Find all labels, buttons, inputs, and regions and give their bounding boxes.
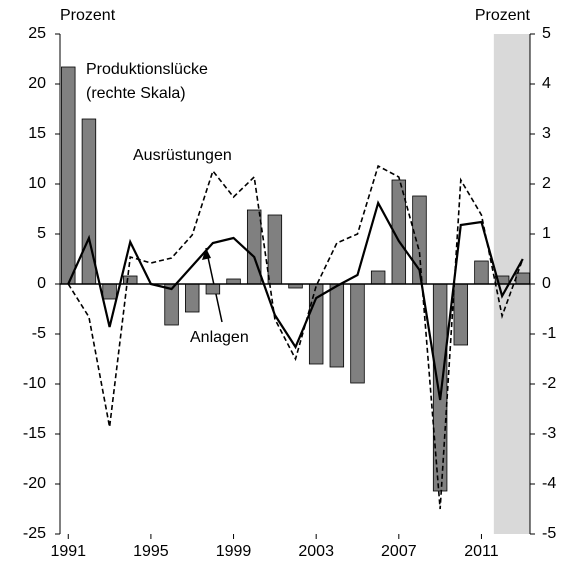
bar [350, 283, 365, 384]
y2-tick-label: -1 [542, 325, 556, 342]
y-tick-label: -10 [23, 375, 46, 392]
y-tick-label: 25 [28, 25, 46, 42]
bar [185, 283, 200, 313]
y-tick-label: 15 [28, 125, 46, 142]
line [67, 200, 524, 401]
bar [370, 270, 386, 285]
y-tick-label: -20 [23, 475, 46, 492]
y-tick-label: 5 [37, 225, 46, 242]
y-tick-label: 20 [28, 75, 46, 92]
bar [329, 283, 345, 368]
bar [453, 283, 469, 346]
x-tick-label: 1995 [133, 543, 169, 560]
y2-tick-label: -2 [542, 375, 556, 392]
x-tick-label: 2011 [464, 543, 499, 560]
annotation: (rechte Skala) [86, 85, 186, 102]
y-tick-label: 10 [28, 175, 46, 192]
y2-tick-label: 3 [542, 125, 551, 142]
y2-tick-label: 5 [542, 25, 551, 42]
bar [515, 272, 530, 285]
x-tick-label: 1991 [50, 543, 86, 560]
annotation: Ausrüstungen [133, 147, 232, 164]
annotation: Anlagen [190, 329, 249, 346]
y-axis-label-right: Prozent [475, 7, 531, 24]
bar [164, 283, 179, 326]
y2-tick-label: -4 [542, 475, 556, 492]
bar [123, 275, 138, 285]
bar [61, 66, 76, 285]
y2-tick-label: 1 [542, 225, 551, 242]
y-tick-label: 0 [37, 275, 46, 292]
bar [102, 283, 117, 300]
y2-tick-label: -5 [542, 525, 556, 542]
x-tick-label: 1999 [216, 543, 252, 560]
bar [267, 214, 283, 285]
y2-tick-label: -3 [542, 425, 556, 442]
y2-tick-label: 4 [542, 75, 551, 92]
bar [205, 283, 221, 295]
line [67, 164, 524, 510]
y2-tick-label: 0 [542, 275, 551, 292]
y-tick-label: -5 [32, 325, 46, 342]
y-axis-label-left: Prozent [60, 7, 116, 24]
x-tick-label: 2007 [381, 543, 417, 560]
bar [474, 260, 489, 285]
arrow-head [202, 248, 211, 260]
annotation: Produktionslücke [86, 61, 208, 78]
bar [432, 283, 448, 492]
y2-tick-label: 2 [542, 175, 551, 192]
y-tick-label: -25 [23, 525, 46, 542]
y-tick-label: -15 [23, 425, 46, 442]
x-tick-label: 2003 [298, 543, 334, 560]
